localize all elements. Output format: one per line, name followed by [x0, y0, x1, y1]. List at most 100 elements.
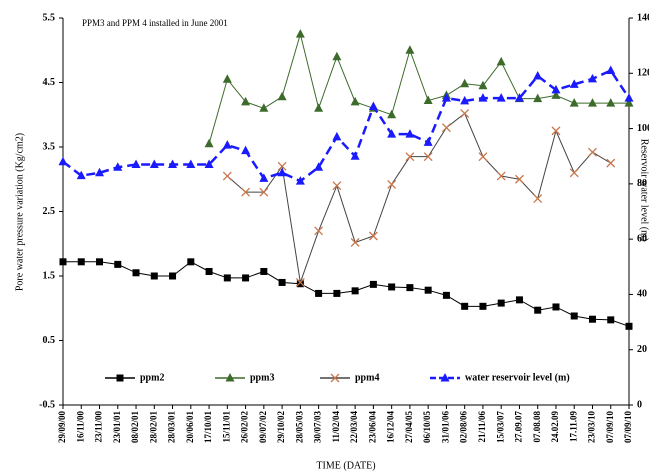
data-point — [388, 283, 396, 291]
legend-marker — [330, 373, 340, 383]
data-point — [606, 158, 616, 168]
data-point — [441, 123, 451, 133]
data-point — [131, 159, 141, 169]
data-point — [587, 98, 597, 107]
y-tick-label: 5.5 — [43, 12, 56, 23]
data-point — [533, 194, 543, 204]
data-point — [277, 161, 287, 171]
y-tick-label: 4.5 — [43, 77, 56, 88]
data-point — [496, 56, 506, 66]
data-point — [187, 258, 195, 266]
series-line — [63, 261, 630, 327]
data-point — [241, 145, 251, 155]
x-tick-label: 15/11/01 — [221, 411, 231, 443]
data-point — [277, 91, 287, 101]
series-line — [62, 68, 631, 183]
series-line — [226, 112, 611, 283]
x-tick-label: 21/11/06 — [477, 411, 487, 443]
data-point — [241, 187, 251, 197]
x-tick-label: 30/07/03 — [313, 411, 323, 444]
data-point — [497, 299, 505, 307]
data-point — [168, 159, 178, 169]
x-tick-label: 02/08/06 — [459, 411, 469, 444]
data-point — [58, 156, 68, 166]
x-tick-label: 28/03/01 — [167, 411, 177, 444]
data-point — [278, 278, 286, 286]
x-tick-label: 23/06/04 — [367, 411, 377, 444]
data-point — [295, 176, 305, 185]
data-point — [350, 96, 360, 106]
data-point — [259, 187, 269, 197]
data-point — [551, 126, 561, 136]
x-tick-label: 08/02/01 — [130, 411, 140, 444]
data-point — [96, 258, 104, 266]
data-point — [533, 93, 543, 103]
x-tick-label: 11/02/04 — [331, 411, 341, 443]
y-tick-label: 3.5 — [43, 141, 56, 152]
y2-tick-label: 100 — [637, 123, 649, 134]
data-point — [588, 147, 597, 157]
data-point — [478, 152, 488, 162]
data-point — [295, 29, 305, 38]
y2-axis-title: Reservoir water level (m) — [639, 139, 649, 241]
data-point — [387, 179, 397, 189]
y2-tick-label: 80 — [637, 178, 647, 189]
x-tick-label: 23/11/00 — [94, 411, 104, 443]
data-point — [76, 170, 86, 180]
data-point — [423, 152, 433, 162]
data-point — [514, 174, 524, 184]
data-point — [350, 151, 360, 160]
data-point — [551, 90, 561, 99]
data-point — [405, 45, 415, 54]
x-tick-label: 07/09/10 — [605, 411, 615, 444]
data-point — [460, 95, 470, 105]
data-point — [606, 65, 616, 75]
x-tick-label: 27/04/05 — [404, 411, 414, 444]
data-point — [624, 98, 634, 107]
x-axis-title: TIME (DATE) — [316, 460, 375, 471]
series-line — [208, 32, 629, 144]
x-tick-label: 16/11/00 — [75, 411, 85, 443]
data-point — [204, 159, 214, 169]
data-point — [460, 109, 470, 118]
y-tick-label: -0.5 — [39, 399, 55, 410]
data-point — [149, 159, 159, 169]
data-point — [405, 129, 415, 138]
x-tick-label: 22/03/04 — [349, 411, 359, 444]
data-point — [242, 274, 250, 282]
x-tick-label: 24.02.09 — [550, 411, 560, 443]
data-point — [241, 96, 251, 106]
legend-label: ppm3 — [250, 372, 274, 383]
data-point — [150, 272, 158, 280]
y2-tick-label: 40 — [637, 289, 647, 300]
legend-label: ppm2 — [140, 372, 164, 383]
data-point — [350, 238, 360, 247]
data-point — [95, 167, 105, 177]
x-tick-label: 29/10/02 — [276, 411, 286, 444]
data-point — [515, 296, 523, 304]
y-tick-label: 1.5 — [43, 270, 56, 281]
data-point — [441, 93, 451, 102]
data-point — [222, 74, 232, 83]
data-point — [478, 80, 488, 90]
y-axis-title: Pore water pressure variation (Kg/cm2) — [14, 133, 25, 291]
data-point — [387, 109, 397, 119]
data-point — [424, 286, 432, 294]
data-point — [314, 103, 324, 112]
data-point — [423, 95, 433, 105]
data-point — [260, 267, 268, 275]
data-point — [222, 171, 232, 181]
y-tick-label: 2.5 — [43, 206, 56, 217]
data-point — [315, 289, 323, 297]
y2-tick-label: 20 — [637, 344, 647, 355]
data-point — [570, 312, 578, 320]
legend-label: ppm4 — [355, 372, 379, 383]
data-point — [442, 291, 450, 299]
data-point — [259, 103, 269, 112]
x-tick-label: 26/02/02 — [240, 411, 250, 444]
data-point — [205, 267, 213, 275]
legend-marker — [116, 374, 124, 382]
data-point — [569, 168, 579, 178]
data-point — [496, 93, 506, 102]
data-point — [332, 51, 342, 61]
